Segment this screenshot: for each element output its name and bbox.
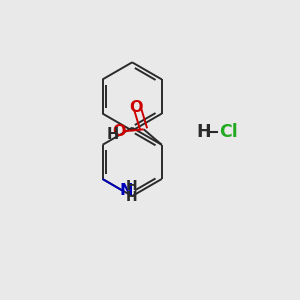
- Text: O: O: [130, 100, 143, 115]
- Text: H: H: [126, 179, 137, 193]
- Text: O: O: [112, 124, 126, 139]
- Text: H: H: [107, 127, 119, 142]
- Text: N: N: [119, 183, 133, 198]
- Text: Cl: Cl: [219, 123, 238, 141]
- Text: H: H: [196, 123, 211, 141]
- Text: H: H: [126, 190, 137, 204]
